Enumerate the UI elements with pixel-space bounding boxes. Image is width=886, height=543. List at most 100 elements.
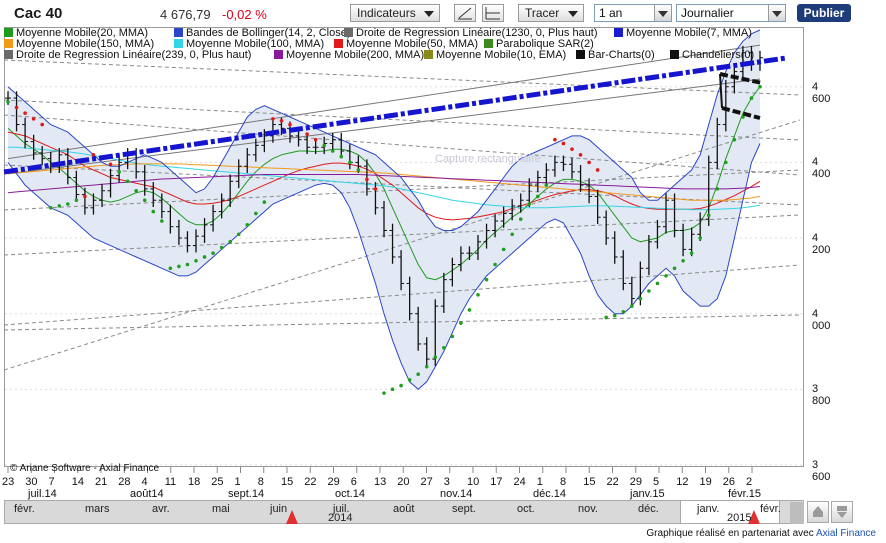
watermark: Capture rectangulaire xyxy=(435,153,541,165)
sar-dot xyxy=(706,213,711,218)
series-line xyxy=(7,163,761,201)
navigator-window[interactable] xyxy=(680,500,780,524)
x-tick-label: 1 xyxy=(536,476,543,488)
sar-dot xyxy=(339,154,344,159)
sar-dot xyxy=(612,313,617,318)
trendline-tool-button[interactable] xyxy=(454,4,476,22)
publish-button[interactable]: Publier xyxy=(797,4,851,22)
axial-finance-link[interactable]: Axial Finance xyxy=(815,528,876,539)
navigator-expand-button[interactable] xyxy=(831,501,853,523)
sar-dot xyxy=(587,160,591,165)
chevron-down-icon xyxy=(568,11,578,17)
x-tick-label: 20 xyxy=(397,476,410,488)
sar-dot xyxy=(117,170,121,174)
x-tick-label: 11 xyxy=(164,476,177,488)
horizontal-line-icon xyxy=(485,7,500,20)
sar-dot xyxy=(536,194,540,199)
time-navigator[interactable] xyxy=(4,500,804,524)
sar-dot xyxy=(501,247,506,252)
sar-dot xyxy=(459,321,463,325)
legend-entry: Droite de Regression Linéaire(1230, 0, P… xyxy=(344,27,598,39)
sar-dot xyxy=(202,255,207,259)
legend-label: Moyenne Mobile(200, MMA) xyxy=(286,49,425,61)
sar-dot xyxy=(621,310,626,314)
moving-averages xyxy=(7,29,761,390)
sar-dot xyxy=(254,211,258,216)
legend-label: Chandeliers(0) xyxy=(682,49,755,61)
sar-dot xyxy=(57,204,62,208)
y-tick-label: 4 400 xyxy=(812,156,831,181)
chevron-down-icon[interactable] xyxy=(768,5,785,21)
legend-swatch xyxy=(344,28,353,37)
sar-dot xyxy=(177,264,181,269)
legend-swatch xyxy=(614,28,623,37)
sar-dot xyxy=(724,160,728,165)
sar-dot xyxy=(23,111,27,116)
x-tick-label: 24 xyxy=(513,476,526,488)
horizontal-line-tool-button[interactable] xyxy=(482,4,504,22)
period-select[interactable]: 1 an xyxy=(594,4,672,22)
arrow-up-icon xyxy=(813,506,823,517)
footer-text: Graphique réalisé en partenariat avec xyxy=(646,528,814,539)
chevron-down-icon[interactable] xyxy=(654,5,671,21)
x-tick-label: 8 xyxy=(257,476,264,488)
sar-dot xyxy=(655,281,660,286)
sar-dot xyxy=(322,143,326,148)
x-tick-label: 22 xyxy=(304,476,317,488)
chart-frame xyxy=(4,27,804,467)
sar-dot xyxy=(749,96,754,100)
legend-label: Moyenne Mobile(100, MMA) xyxy=(186,38,325,50)
x-tick-label: 15 xyxy=(281,476,294,488)
legend-label: Moyenne Mobile(10, EMA) xyxy=(436,49,567,61)
sar-dot xyxy=(305,132,309,136)
sar-dot xyxy=(450,334,455,339)
x-tick-label: 21 xyxy=(95,476,108,488)
sar-dot xyxy=(185,262,190,267)
sar-dot xyxy=(228,240,232,244)
sar-dot xyxy=(698,236,702,240)
price-chart[interactable]: Capture rectangulaire xyxy=(0,0,886,500)
x-tick-label: 15 xyxy=(583,476,596,488)
x-tick-label: 30 xyxy=(25,476,38,488)
indicators-dropdown[interactable]: Indicateurs xyxy=(350,4,440,22)
toolbar: Cac 40 4 676,79 -0,02 % Indicateurs Trac… xyxy=(0,0,886,27)
legend-entry: Bar-Charts(0) xyxy=(576,49,655,61)
sar-dot xyxy=(407,378,412,382)
drawn-channel-bottom xyxy=(721,106,761,120)
x-tick-label: 4 xyxy=(141,476,148,488)
navigator-scroll[interactable] xyxy=(790,502,804,524)
sar-dot xyxy=(424,364,429,369)
navigator-month-label: mai xyxy=(212,503,230,515)
sar-dot xyxy=(595,168,600,172)
sar-dot xyxy=(14,105,19,110)
sar-dot xyxy=(732,137,737,142)
x-tick-label: 7 xyxy=(48,476,55,488)
tracer-dropdown[interactable]: Tracer xyxy=(518,4,584,22)
navigator-month-label: oct. xyxy=(517,503,535,515)
regression-line xyxy=(7,78,761,175)
sar-dot xyxy=(194,258,198,263)
legend-entry: Chandeliers(0) xyxy=(670,49,754,61)
sar-dot xyxy=(604,315,608,320)
interval-select[interactable]: Journalier xyxy=(676,4,786,22)
navigator-collapse-button[interactable] xyxy=(807,501,829,523)
x-tick-label: 14 xyxy=(71,476,84,488)
y-tick-label: 3 600 xyxy=(812,459,831,483)
x-tick-label: 1 xyxy=(234,476,241,488)
navigator-handle-right-icon[interactable] xyxy=(748,510,760,524)
sar-dot xyxy=(151,209,156,214)
sar-dot xyxy=(527,202,532,206)
legend-label: Bar-Charts(0) xyxy=(588,49,655,61)
sar-dot xyxy=(510,232,514,237)
sar-dot xyxy=(271,117,275,121)
month-label: août14 xyxy=(130,488,164,500)
navigator-year-label: 2014 xyxy=(328,512,353,524)
legend-entry: Moyenne Mobile(50, MMA) xyxy=(334,38,478,50)
x-tick-label: 17 xyxy=(490,476,503,488)
sar-dot xyxy=(664,274,668,278)
series-line xyxy=(7,29,761,231)
legend-swatch xyxy=(4,39,13,48)
navigator-handle-left-icon[interactable] xyxy=(286,510,298,524)
legend-label: Moyenne Mobile(50, MMA) xyxy=(346,38,479,50)
